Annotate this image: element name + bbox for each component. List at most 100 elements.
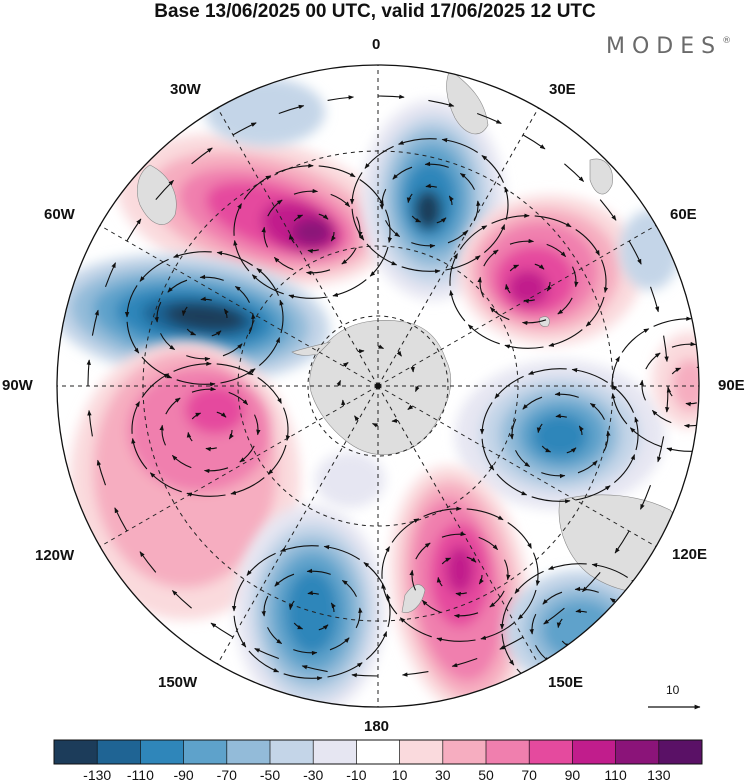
wind-arrow xyxy=(507,522,532,549)
wind-arrow xyxy=(336,379,342,387)
wind-arrow xyxy=(186,431,193,442)
wind-arrow xyxy=(330,602,336,613)
wind-arrow xyxy=(355,607,363,629)
antarctic-peninsula xyxy=(291,341,331,356)
wind-arrow xyxy=(459,225,488,250)
south-pole-marker xyxy=(375,383,381,389)
wind-arrow xyxy=(341,399,346,407)
wind-arrow xyxy=(351,673,379,678)
wind-arrow xyxy=(481,438,495,471)
wind-arrow xyxy=(104,262,116,287)
wind-arrow xyxy=(414,385,420,393)
wind-arrow xyxy=(649,286,660,313)
wind-arrow xyxy=(234,285,250,303)
wind-arrow xyxy=(318,165,356,178)
wind-arrow xyxy=(449,289,466,322)
wind-arrow xyxy=(582,572,601,592)
wind-arrow xyxy=(223,308,229,319)
wind-arrow xyxy=(478,536,499,551)
wind-arrow xyxy=(216,250,254,266)
wind-arrow xyxy=(167,279,188,293)
wind-arrow xyxy=(466,508,504,521)
wind-arrow xyxy=(173,361,212,372)
wind-arrow xyxy=(709,347,728,359)
wind-arrow xyxy=(523,299,535,304)
wind-arrow xyxy=(459,172,475,190)
colorbar-frame xyxy=(53,739,703,765)
wind-arrow xyxy=(354,415,360,422)
lon-label-120e: 120E xyxy=(672,546,708,563)
wind-arrow xyxy=(124,285,138,318)
registered-mark: ® xyxy=(722,36,732,46)
wind-arrow xyxy=(738,333,750,359)
wind-arrow xyxy=(342,362,349,368)
wind-arrow xyxy=(448,195,454,206)
wind-arrow xyxy=(191,147,213,165)
wind-arrow xyxy=(514,570,544,594)
wind-arrow xyxy=(441,531,467,538)
wind-arrow xyxy=(391,518,420,543)
wind-arrow xyxy=(406,193,413,204)
wind-arrow xyxy=(274,573,295,587)
meridian-line xyxy=(217,385,379,665)
wind-arrow xyxy=(543,607,565,625)
wind-arrow xyxy=(301,665,328,673)
wind-arrow xyxy=(504,344,544,349)
wind-arrow xyxy=(411,242,436,249)
wind-arrow xyxy=(332,279,367,297)
wind-arrow xyxy=(546,281,552,292)
wind-vectors xyxy=(86,94,750,699)
wind-arrow xyxy=(254,648,279,660)
meridian-line xyxy=(377,385,539,665)
wind-arrow xyxy=(385,220,401,238)
wind-arrow xyxy=(542,591,563,605)
wind-arrow xyxy=(411,215,422,223)
wind-arrow xyxy=(515,450,531,468)
colorbar-segment xyxy=(615,740,660,764)
wind-arrow xyxy=(613,454,636,484)
wind-arrow xyxy=(307,249,319,254)
wind-arrow xyxy=(534,215,572,228)
wind-arrow xyxy=(288,233,295,244)
wind-arrow xyxy=(258,337,281,367)
wind-arrow xyxy=(231,579,245,612)
colorbar-tick-label: 10 xyxy=(391,767,408,783)
wind-arrow xyxy=(278,104,305,115)
wind-arrow xyxy=(288,600,295,611)
wind-arrow xyxy=(261,226,268,248)
wind-arrow xyxy=(251,274,284,295)
colorbar-tick-label: 130 xyxy=(647,767,671,783)
wind-arrow xyxy=(131,437,148,470)
wind-arrow xyxy=(541,445,552,453)
wind-arrow xyxy=(621,328,650,353)
wind-arrow xyxy=(551,691,591,699)
wind-arrow xyxy=(436,637,476,642)
africa-tip xyxy=(446,69,489,135)
wind-arrow xyxy=(428,99,455,107)
wind-arrow xyxy=(423,506,462,517)
wind-arrow xyxy=(364,145,394,169)
colorbar-segment xyxy=(529,740,573,764)
wind-arrow xyxy=(327,95,355,101)
wind-arrow xyxy=(589,402,605,420)
wind-arrow xyxy=(611,356,620,389)
wind-arrow xyxy=(696,318,699,331)
wind-arrow xyxy=(233,615,247,648)
wind-arrow xyxy=(392,166,413,180)
wind-arrow xyxy=(640,485,652,510)
wind-arrow xyxy=(186,492,226,497)
colorbar-tick-label: -90 xyxy=(173,767,194,783)
wind-arrow xyxy=(377,344,385,350)
wind-arrow xyxy=(365,631,388,661)
wind-arrow xyxy=(126,321,140,354)
wind-arrow xyxy=(222,343,243,357)
colorbar-segment xyxy=(97,740,141,764)
wind-arrow xyxy=(548,563,587,570)
wind-arrow xyxy=(155,180,174,200)
wind-arrow xyxy=(306,568,331,575)
wind-arrow xyxy=(554,391,579,398)
wind-arrow xyxy=(504,283,511,294)
wind-arrow xyxy=(307,590,319,595)
meridian-line xyxy=(377,385,657,547)
colorbar-segment xyxy=(54,740,98,764)
